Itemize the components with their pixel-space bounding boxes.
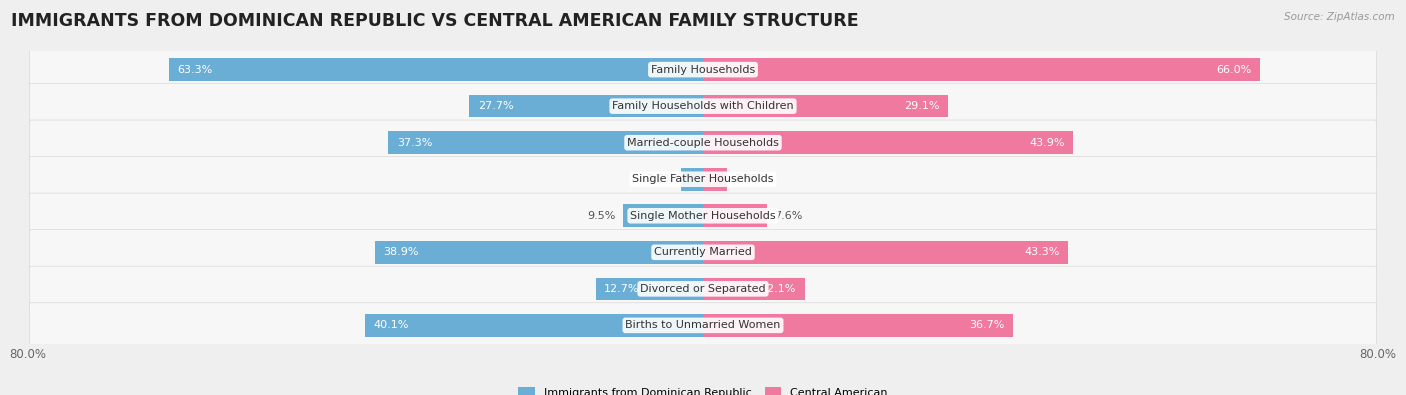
FancyBboxPatch shape	[30, 120, 1376, 166]
FancyBboxPatch shape	[30, 83, 1376, 129]
Bar	[703, 205, 768, 227]
Bar	[681, 168, 703, 190]
Bar	[703, 95, 949, 117]
Text: 12.7%: 12.7%	[605, 284, 640, 294]
Text: 9.5%: 9.5%	[588, 211, 616, 221]
Text: 7.6%: 7.6%	[773, 211, 803, 221]
Text: 43.3%: 43.3%	[1025, 247, 1060, 257]
Text: Divorced or Separated: Divorced or Separated	[640, 284, 766, 294]
Bar	[364, 314, 703, 337]
Text: Married-couple Households: Married-couple Households	[627, 138, 779, 148]
Text: Currently Married: Currently Married	[654, 247, 752, 257]
Text: 66.0%: 66.0%	[1216, 65, 1251, 75]
Bar	[596, 278, 703, 300]
Bar	[703, 314, 1012, 337]
Text: 63.3%: 63.3%	[177, 65, 212, 75]
Text: 29.1%: 29.1%	[904, 101, 941, 111]
Bar	[703, 241, 1069, 263]
Text: Family Households with Children: Family Households with Children	[612, 101, 794, 111]
Text: 2.6%: 2.6%	[645, 174, 675, 184]
Legend: Immigrants from Dominican Republic, Central American: Immigrants from Dominican Republic, Cent…	[513, 383, 893, 395]
Text: Single Mother Households: Single Mother Households	[630, 211, 776, 221]
Text: Births to Unmarried Women: Births to Unmarried Women	[626, 320, 780, 330]
Bar	[375, 241, 703, 263]
Bar	[623, 205, 703, 227]
Text: 27.7%: 27.7%	[478, 101, 513, 111]
FancyBboxPatch shape	[30, 193, 1376, 239]
Text: 43.9%: 43.9%	[1029, 138, 1064, 148]
FancyBboxPatch shape	[30, 47, 1376, 92]
Bar	[703, 132, 1073, 154]
Text: 40.1%: 40.1%	[373, 320, 409, 330]
Text: 36.7%: 36.7%	[969, 320, 1004, 330]
Bar	[703, 278, 806, 300]
Text: Source: ZipAtlas.com: Source: ZipAtlas.com	[1284, 12, 1395, 22]
Text: 38.9%: 38.9%	[384, 247, 419, 257]
Bar	[703, 168, 727, 190]
Text: 37.3%: 37.3%	[396, 138, 432, 148]
Bar	[169, 58, 703, 81]
Bar	[388, 132, 703, 154]
Text: 2.9%: 2.9%	[734, 174, 762, 184]
Bar	[470, 95, 703, 117]
FancyBboxPatch shape	[30, 266, 1376, 312]
Bar	[703, 58, 1260, 81]
Text: Family Households: Family Households	[651, 65, 755, 75]
FancyBboxPatch shape	[30, 229, 1376, 275]
FancyBboxPatch shape	[30, 156, 1376, 202]
Text: Single Father Households: Single Father Households	[633, 174, 773, 184]
Text: IMMIGRANTS FROM DOMINICAN REPUBLIC VS CENTRAL AMERICAN FAMILY STRUCTURE: IMMIGRANTS FROM DOMINICAN REPUBLIC VS CE…	[11, 12, 859, 30]
FancyBboxPatch shape	[30, 303, 1376, 348]
Text: 12.1%: 12.1%	[761, 284, 797, 294]
